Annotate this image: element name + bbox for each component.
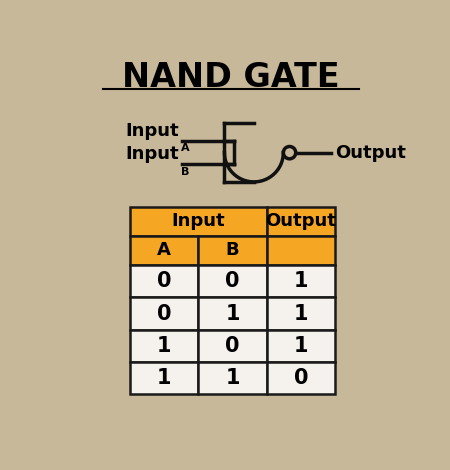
Bar xyxy=(198,298,267,330)
Bar xyxy=(267,236,335,265)
Bar xyxy=(267,298,335,330)
Text: Output: Output xyxy=(266,212,337,230)
Text: A: A xyxy=(157,242,171,259)
Text: 0: 0 xyxy=(225,336,240,356)
Bar xyxy=(130,206,267,236)
Text: 1: 1 xyxy=(294,336,308,356)
Text: 0: 0 xyxy=(225,271,240,291)
Text: Input: Input xyxy=(171,212,225,230)
Bar xyxy=(198,362,267,394)
Bar xyxy=(130,265,198,298)
Text: 1: 1 xyxy=(157,368,171,388)
Text: B: B xyxy=(181,166,189,177)
Bar xyxy=(130,362,198,394)
Bar xyxy=(267,362,335,394)
Text: 1: 1 xyxy=(225,304,240,323)
Bar xyxy=(267,330,335,362)
Text: Input: Input xyxy=(125,122,179,140)
Text: 1: 1 xyxy=(294,304,308,323)
Text: B: B xyxy=(226,242,239,259)
Text: Input: Input xyxy=(125,145,179,163)
Bar xyxy=(130,236,198,265)
Text: 1: 1 xyxy=(157,336,171,356)
Bar xyxy=(130,330,198,362)
Text: Output: Output xyxy=(335,144,406,162)
Bar xyxy=(267,206,335,236)
Bar xyxy=(198,236,267,265)
Bar xyxy=(198,330,267,362)
Text: 0: 0 xyxy=(294,368,308,388)
Bar xyxy=(267,265,335,298)
Bar xyxy=(130,298,198,330)
Text: 0: 0 xyxy=(157,271,171,291)
Text: 1: 1 xyxy=(225,368,240,388)
Text: 0: 0 xyxy=(157,304,171,323)
Text: A: A xyxy=(181,143,189,153)
Text: 1: 1 xyxy=(294,271,308,291)
Text: NAND GATE: NAND GATE xyxy=(122,62,339,94)
Bar xyxy=(198,265,267,298)
